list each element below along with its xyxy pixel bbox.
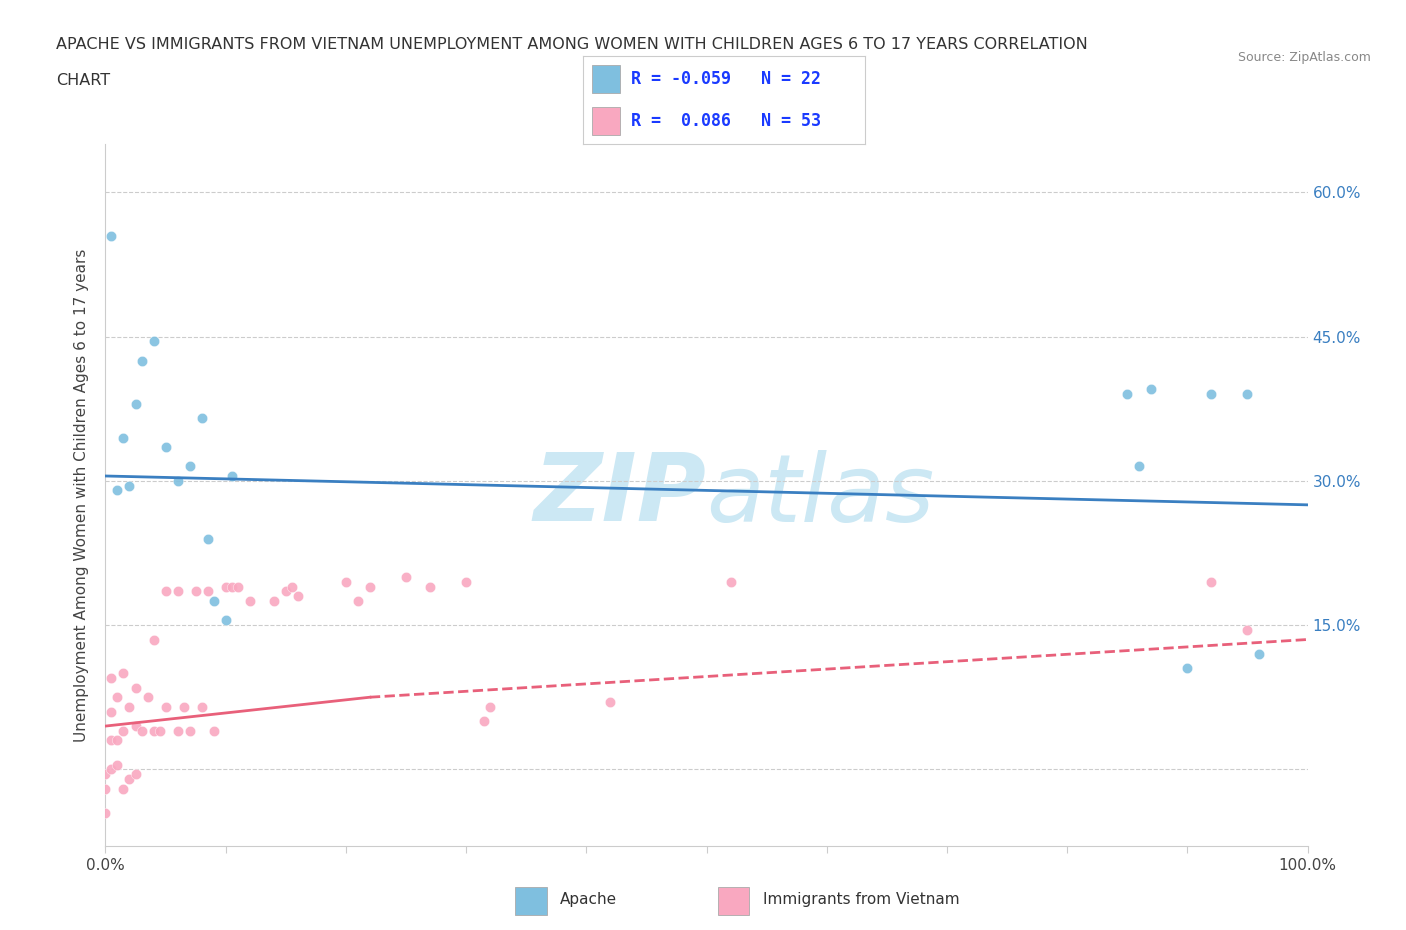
Point: [112, 724, 135, 738]
Text: CHART: CHART: [56, 73, 110, 87]
Point: [197, 531, 219, 546]
Point: [214, 613, 236, 628]
Point: [94, 805, 117, 820]
Point: [190, 411, 212, 426]
Point: [599, 695, 621, 710]
Point: [166, 584, 188, 599]
Point: [419, 579, 441, 594]
Point: [94, 781, 117, 796]
Point: [155, 440, 177, 455]
Point: [287, 589, 309, 604]
Text: Immigrants from Vietnam: Immigrants from Vietnam: [762, 892, 959, 908]
Point: [112, 430, 135, 445]
Point: [94, 766, 117, 781]
Point: [107, 757, 129, 772]
Point: [124, 680, 146, 695]
Point: [1236, 622, 1258, 637]
Point: [1140, 382, 1163, 397]
Point: [239, 593, 262, 608]
Point: [100, 671, 122, 685]
Y-axis label: Unemployment Among Women with Children Ages 6 to 17 years: Unemployment Among Women with Children A…: [75, 248, 90, 742]
Point: [166, 473, 188, 488]
Point: [100, 228, 122, 243]
Point: [190, 699, 212, 714]
Point: [142, 334, 165, 349]
Point: [118, 478, 141, 493]
Point: [395, 569, 418, 584]
Point: [472, 714, 495, 729]
Point: [112, 781, 135, 796]
Point: [100, 733, 122, 748]
Text: R =  0.086   N = 53: R = 0.086 N = 53: [631, 113, 821, 130]
Point: [142, 632, 165, 647]
Point: [155, 584, 177, 599]
Point: [226, 579, 249, 594]
Text: R = -0.059   N = 22: R = -0.059 N = 22: [631, 70, 821, 87]
Point: [1249, 646, 1271, 661]
FancyBboxPatch shape: [592, 65, 620, 93]
Point: [118, 772, 141, 787]
Point: [454, 575, 477, 590]
FancyBboxPatch shape: [592, 107, 620, 136]
Point: [359, 579, 381, 594]
Point: [263, 593, 285, 608]
Point: [221, 469, 243, 484]
FancyBboxPatch shape: [717, 887, 749, 915]
Point: [124, 766, 146, 781]
Point: [347, 593, 370, 608]
Point: [118, 699, 141, 714]
Point: [1201, 387, 1223, 402]
Point: [1175, 661, 1198, 676]
Point: [202, 724, 225, 738]
Point: [720, 575, 742, 590]
Point: [221, 579, 243, 594]
Point: [107, 483, 129, 498]
Point: [1236, 387, 1258, 402]
Point: [124, 396, 146, 411]
Point: [112, 666, 135, 681]
Point: [479, 699, 502, 714]
Text: APACHE VS IMMIGRANTS FROM VIETNAM UNEMPLOYMENT AMONG WOMEN WITH CHILDREN AGES 6 : APACHE VS IMMIGRANTS FROM VIETNAM UNEMPL…: [56, 37, 1088, 52]
Point: [107, 733, 129, 748]
Point: [100, 762, 122, 777]
Point: [1201, 575, 1223, 590]
Text: Apache: Apache: [560, 892, 617, 908]
Point: [184, 584, 207, 599]
FancyBboxPatch shape: [515, 887, 547, 915]
Point: [274, 584, 297, 599]
Point: [179, 724, 201, 738]
Point: [142, 724, 165, 738]
Point: [1116, 387, 1139, 402]
Point: [148, 724, 170, 738]
Point: [166, 724, 188, 738]
Point: [197, 584, 219, 599]
Point: [173, 699, 195, 714]
Point: [136, 690, 159, 705]
Point: [100, 704, 122, 719]
Point: [281, 579, 304, 594]
Point: [1128, 458, 1150, 473]
Text: ZIP: ZIP: [534, 449, 707, 541]
Text: Source: ZipAtlas.com: Source: ZipAtlas.com: [1237, 51, 1371, 64]
Text: atlas: atlas: [707, 450, 935, 540]
Point: [214, 579, 236, 594]
Point: [202, 593, 225, 608]
Point: [179, 458, 201, 473]
Point: [155, 699, 177, 714]
Point: [124, 719, 146, 734]
Point: [335, 575, 357, 590]
Point: [107, 690, 129, 705]
Point: [131, 724, 153, 738]
Point: [131, 353, 153, 368]
